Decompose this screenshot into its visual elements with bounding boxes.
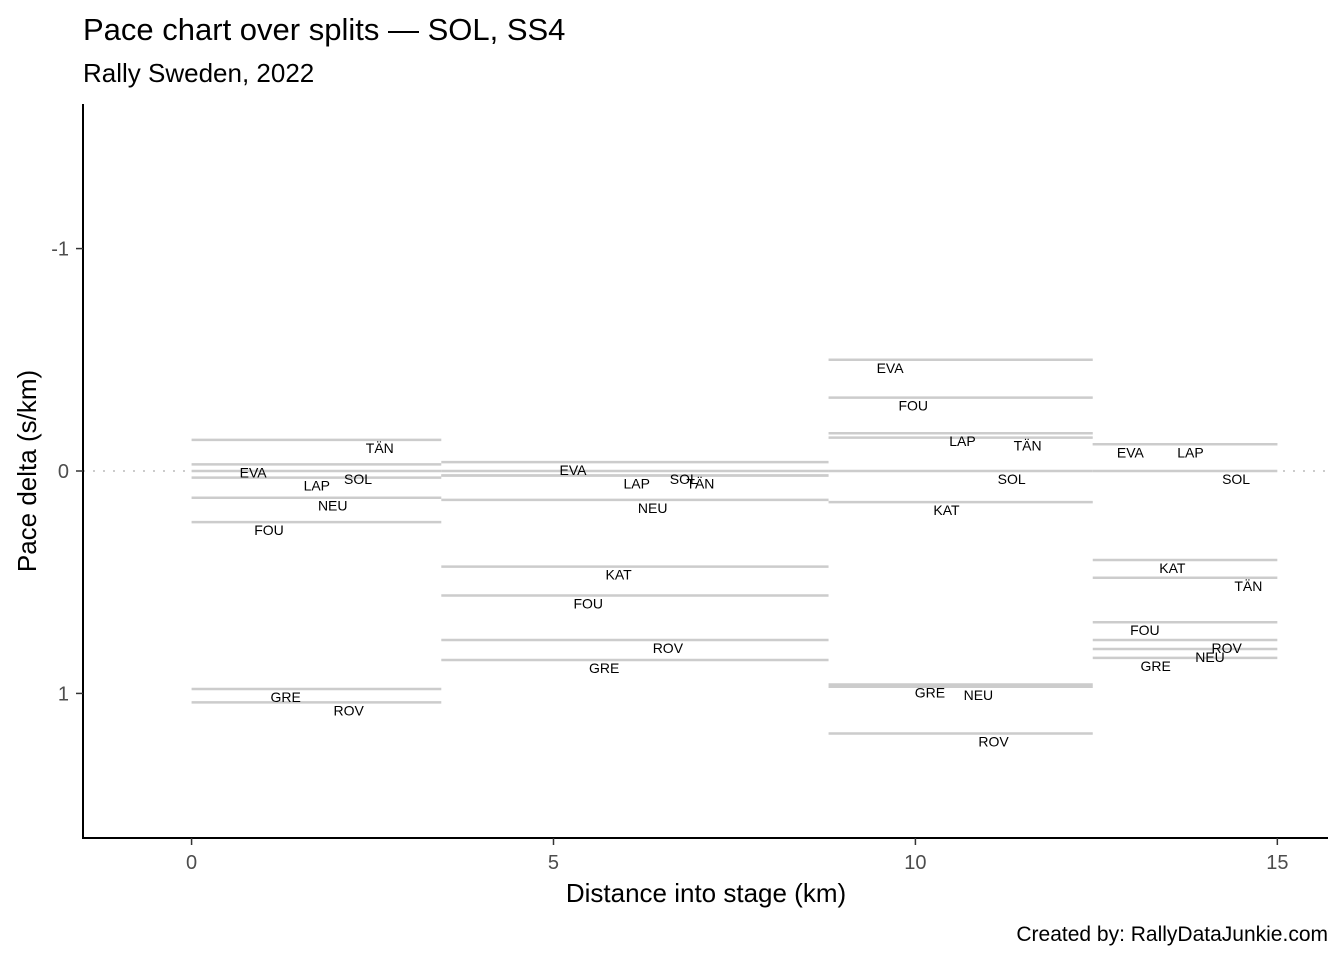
driver-label-fou-split-2: FOU (573, 596, 603, 612)
x-tick-label: 5 (548, 852, 559, 874)
driver-label-rov-split-2: ROV (653, 640, 684, 656)
driver-label-tän-split-2: TÄN (686, 475, 714, 491)
driver-label-fou-split-3: FOU (898, 398, 928, 414)
y-tick-label: 0 (58, 461, 69, 483)
driver-label-sol-split-1: SOL (344, 471, 372, 487)
x-tick-label: 10 (904, 852, 926, 874)
driver-label-gre-split-4: GRE (1141, 658, 1171, 674)
caption: Created by: RallyDataJunkie.com (1016, 923, 1328, 946)
chart-title: Pace chart over splits — SOL, SS4 (83, 12, 565, 47)
driver-label-eva-split-3: EVA (877, 360, 905, 376)
driver-label-kat-split-4: KAT (1159, 560, 1186, 576)
driver-label-eva-split-4: EVA (1117, 444, 1145, 460)
driver-label-neu-split-3: NEU (964, 687, 994, 703)
driver-label-eva-split-2: EVA (560, 462, 588, 478)
driver-label-tän-split-1: TÄN (366, 440, 394, 456)
x-tick-label: 15 (1266, 852, 1288, 874)
driver-label-lap-split-4: LAP (1177, 444, 1203, 460)
driver-label-sol-split-4: SOL (1222, 471, 1250, 487)
driver-label-eva-split-1: EVA (240, 464, 268, 480)
driver-label-kat-split-3: KAT (933, 502, 960, 518)
pace-segments (191, 358, 1278, 735)
driver-label-gre-split-2: GRE (589, 660, 619, 676)
driver-label-neu-split-2: NEU (638, 500, 668, 516)
driver-label-tän-split-4: TÄN (1234, 578, 1262, 594)
y-axis-ticks: -1 0 1 (51, 239, 83, 705)
driver-label-rov-split-1: ROV (333, 702, 364, 718)
driver-label-neu-split-1: NEU (318, 498, 348, 514)
x-axis-title: Distance into stage (km) (566, 878, 846, 908)
driver-label-rov-split-4: ROV (1211, 640, 1242, 656)
driver-label-sol-split-3: SOL (998, 471, 1026, 487)
x-tick-label: 0 (186, 852, 197, 874)
y-axis-title: Pace delta (s/km) (12, 370, 42, 572)
driver-label-gre-split-3: GRE (915, 685, 945, 701)
driver-label-sol-split-2: SOL (670, 471, 698, 487)
driver-label-neu-split-4: NEU (1195, 649, 1225, 665)
y-tick-label: 1 (58, 683, 69, 705)
driver-label-lap-split-1: LAP (304, 478, 330, 494)
driver-label-gre-split-1: GRE (271, 689, 301, 705)
driver-label-lap-split-3: LAP (949, 433, 975, 449)
chart-subtitle: Rally Sweden, 2022 (83, 58, 314, 88)
y-tick-label: -1 (51, 239, 69, 261)
driver-label-fou-split-4: FOU (1130, 622, 1160, 638)
x-axis-ticks: 0 5 10 15 (186, 838, 1288, 874)
driver-label-lap-split-2: LAP (624, 475, 650, 491)
driver-label-fou-split-1: FOU (254, 522, 284, 538)
driver-label-kat-split-2: KAT (606, 567, 633, 583)
driver-label-tän-split-3: TÄN (1014, 438, 1042, 454)
driver-label-rov-split-3: ROV (978, 733, 1009, 749)
